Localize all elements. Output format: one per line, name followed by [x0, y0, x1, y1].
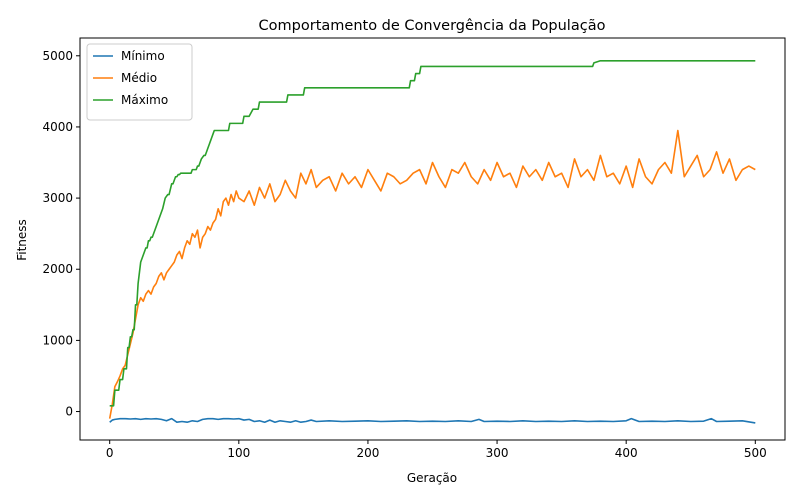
y-tick-label: 0 — [65, 405, 73, 419]
legend-label-minimo: Mínimo — [121, 49, 165, 63]
x-tick-label: 400 — [615, 446, 638, 460]
legend-label-maximo: Máximo — [121, 93, 168, 107]
x-tick-label: 200 — [356, 446, 379, 460]
x-tick-label: 0 — [106, 446, 114, 460]
x-tick-label: 300 — [486, 446, 509, 460]
y-tick-label: 2000 — [42, 262, 73, 276]
x-axis-label: Geração — [407, 471, 457, 485]
y-tick-label: 3000 — [42, 191, 73, 205]
y-axis: 0 1000 2000 3000 4000 5000 — [42, 49, 80, 419]
series-line-medio — [108, 129, 756, 419]
legend-label-medio: Médio — [121, 71, 157, 85]
axes-frame — [79, 37, 786, 441]
y-tick-label: 5000 — [42, 49, 73, 63]
series-line-minimo — [109, 417, 756, 424]
y-tick-label: 1000 — [42, 333, 73, 347]
legend-box — [86, 43, 193, 121]
plot-area — [108, 59, 756, 424]
x-axis: 0 100 200 300 400 500 — [106, 440, 767, 460]
y-tick-label: 4000 — [42, 120, 73, 134]
legend: Mínimo Médio Máximo — [86, 43, 193, 121]
x-tick-label: 100 — [227, 446, 250, 460]
x-tick-label: 500 — [744, 446, 767, 460]
series-line-maximo — [109, 59, 756, 407]
y-axis-label: Fitness — [15, 219, 29, 261]
chart-title: Comportamento de Convergência da Populaç… — [259, 18, 606, 34]
